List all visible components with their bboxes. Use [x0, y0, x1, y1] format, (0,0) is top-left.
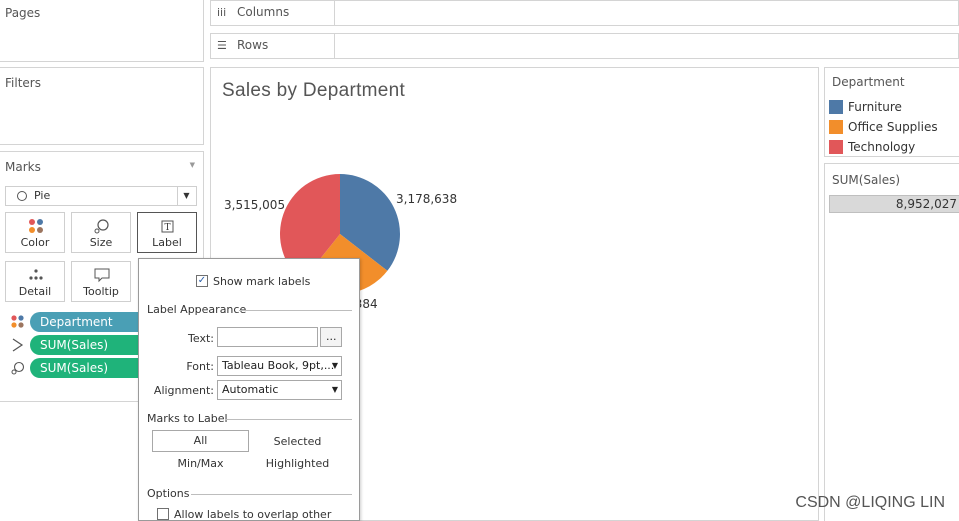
- sum-sales-angle-pill[interactable]: SUM(Sales): [30, 335, 150, 355]
- filters-card[interactable]: Filters: [0, 67, 204, 145]
- color-button-label: Color: [20, 236, 50, 249]
- label-button-label: Label: [152, 236, 182, 249]
- rows-shelf[interactable]: ☰ Rows: [210, 33, 959, 59]
- divider: [191, 494, 352, 495]
- pie-label-technology: 3,515,005: [224, 198, 286, 212]
- detail-dots-icon: [29, 269, 43, 280]
- legend-label: Technology: [848, 140, 916, 154]
- options-title: Options: [147, 487, 190, 500]
- text-edit-button[interactable]: ...: [320, 327, 342, 347]
- color-dots-icon: [11, 315, 24, 328]
- size-button[interactable]: Size: [71, 212, 131, 253]
- pie-icon: [17, 191, 27, 201]
- legend-swatch: [829, 100, 843, 114]
- department-pill-row[interactable]: Department: [10, 312, 150, 332]
- font-value: Tableau Book, 9pt,...: [222, 359, 335, 372]
- tooltip-button[interactable]: Tooltip: [71, 261, 131, 302]
- size-icon: [94, 219, 109, 234]
- rows-shelf-label: ☰ Rows: [211, 34, 335, 58]
- color-button[interactable]: Color: [5, 212, 65, 253]
- label-appearance-title: Label Appearance: [147, 303, 247, 316]
- chevron-down-icon: ▼: [331, 361, 338, 370]
- size-pill-row[interactable]: SUM(Sales): [10, 358, 150, 378]
- chevron-down-icon[interactable]: ▼: [177, 187, 195, 205]
- department-pill[interactable]: Department: [30, 312, 150, 332]
- legend-swatch: [829, 140, 843, 154]
- legend-label: Furniture: [848, 100, 902, 114]
- size-icon: [11, 361, 25, 375]
- size-legend-title: SUM(Sales): [832, 173, 901, 187]
- minmax-option[interactable]: Min/Max: [177, 457, 224, 470]
- label-button[interactable]: T Label: [137, 212, 197, 253]
- legend-title: Department: [832, 75, 905, 89]
- text-field[interactable]: [217, 327, 318, 347]
- color-dots-icon: [29, 219, 43, 233]
- all-option-text: All: [193, 434, 208, 447]
- pie-slice-furniture[interactable]: [340, 174, 400, 271]
- svg-text:T: T: [164, 223, 170, 233]
- marks-to-label-title: Marks to Label: [147, 412, 228, 425]
- pie-slice-technology[interactable]: [280, 174, 340, 281]
- marks-title: Marks: [5, 160, 41, 174]
- columns-icon: iii: [217, 6, 227, 19]
- alignment-value: Automatic: [222, 383, 279, 396]
- mark-type-dropdown[interactable]: Pie ▼: [5, 186, 197, 206]
- pie-label-furniture: 3,178,638: [396, 192, 458, 206]
- allow-overlap-checkbox[interactable]: [157, 508, 169, 520]
- show-mark-labels-checkbox[interactable]: ✓: [196, 275, 208, 287]
- allow-overlap-text: Allow labels to overlap other marks: [174, 508, 332, 521]
- size-legend-bar: 8,952,027: [829, 195, 959, 213]
- rows-icon: ☰: [217, 39, 227, 52]
- highlighted-option[interactable]: Highlighted: [265, 457, 330, 470]
- text-label: Text:: [188, 332, 214, 345]
- size-legend-value: 8,952,027: [895, 197, 957, 211]
- alignment-label: Alignment:: [153, 384, 214, 397]
- columns-shelf-label: iii Columns: [211, 1, 335, 25]
- detail-button[interactable]: Detail: [5, 261, 65, 302]
- font-dropdown[interactable]: Tableau Book, 9pt,... ▼: [217, 356, 342, 376]
- sum-sales-size-pill[interactable]: SUM(Sales): [30, 358, 150, 378]
- tooltip-bubble-icon: [94, 268, 110, 283]
- all-option[interactable]: All: [152, 430, 249, 452]
- filters-title: Filters: [5, 76, 41, 90]
- label-options-popup: ✓ Show mark labels Label Appearance Text…: [138, 258, 360, 521]
- selected-option[interactable]: Selected: [273, 435, 322, 448]
- font-label: Font:: [186, 360, 214, 373]
- divider: [239, 310, 352, 311]
- pages-card[interactable]: Pages: [0, 0, 204, 62]
- legend-item-technology[interactable]: Technology: [829, 139, 959, 155]
- tooltip-button-label: Tooltip: [83, 285, 119, 298]
- pages-title: Pages: [5, 6, 41, 20]
- angle-pill-row[interactable]: SUM(Sales): [10, 335, 150, 355]
- alignment-dropdown[interactable]: Automatic ▼: [217, 380, 342, 400]
- watermark: CSDN @LIQING LIN: [795, 494, 945, 511]
- angle-icon: [12, 338, 24, 352]
- legend-swatch: [829, 120, 843, 134]
- mark-type-value: Pie: [34, 189, 51, 202]
- detail-button-label: Detail: [18, 285, 52, 298]
- chevron-down-icon: ▼: [331, 385, 338, 394]
- show-mark-labels-text: Show mark labels: [213, 275, 311, 288]
- view-title: Sales by Department: [222, 80, 406, 101]
- columns-shelf[interactable]: iii Columns: [210, 0, 959, 26]
- columns-text: Columns: [237, 5, 290, 19]
- legend-item-furniture[interactable]: Furniture: [829, 99, 959, 115]
- text-t-icon: T: [161, 220, 174, 233]
- size-button-label: Size: [89, 236, 113, 249]
- divider: [225, 419, 352, 420]
- legend-item-office-supplies[interactable]: Office Supplies: [829, 119, 959, 135]
- rows-text: Rows: [237, 38, 269, 52]
- legend-label: Office Supplies: [848, 120, 938, 134]
- size-legend-card: SUM(Sales) 8,952,027: [824, 163, 959, 521]
- color-legend-card: Department: [824, 67, 959, 157]
- marks-collapse-icon[interactable]: ▼: [189, 161, 195, 169]
